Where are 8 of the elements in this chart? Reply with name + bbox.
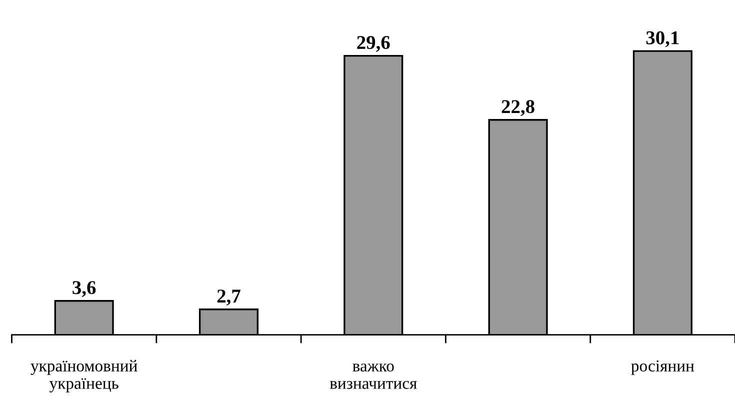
data-label: 2,7 bbox=[217, 290, 240, 306]
data-label: 30,1 bbox=[646, 31, 679, 48]
data-label: 29,6 bbox=[357, 36, 390, 52]
data-label: 3,6 bbox=[72, 281, 96, 297]
x-tick-label: україномовний українець bbox=[30, 360, 138, 392]
x-tick-label: важко визначитися bbox=[330, 364, 417, 389]
data-label: 22,8 bbox=[502, 100, 534, 116]
x-tick-label: росіянин bbox=[631, 360, 694, 375]
